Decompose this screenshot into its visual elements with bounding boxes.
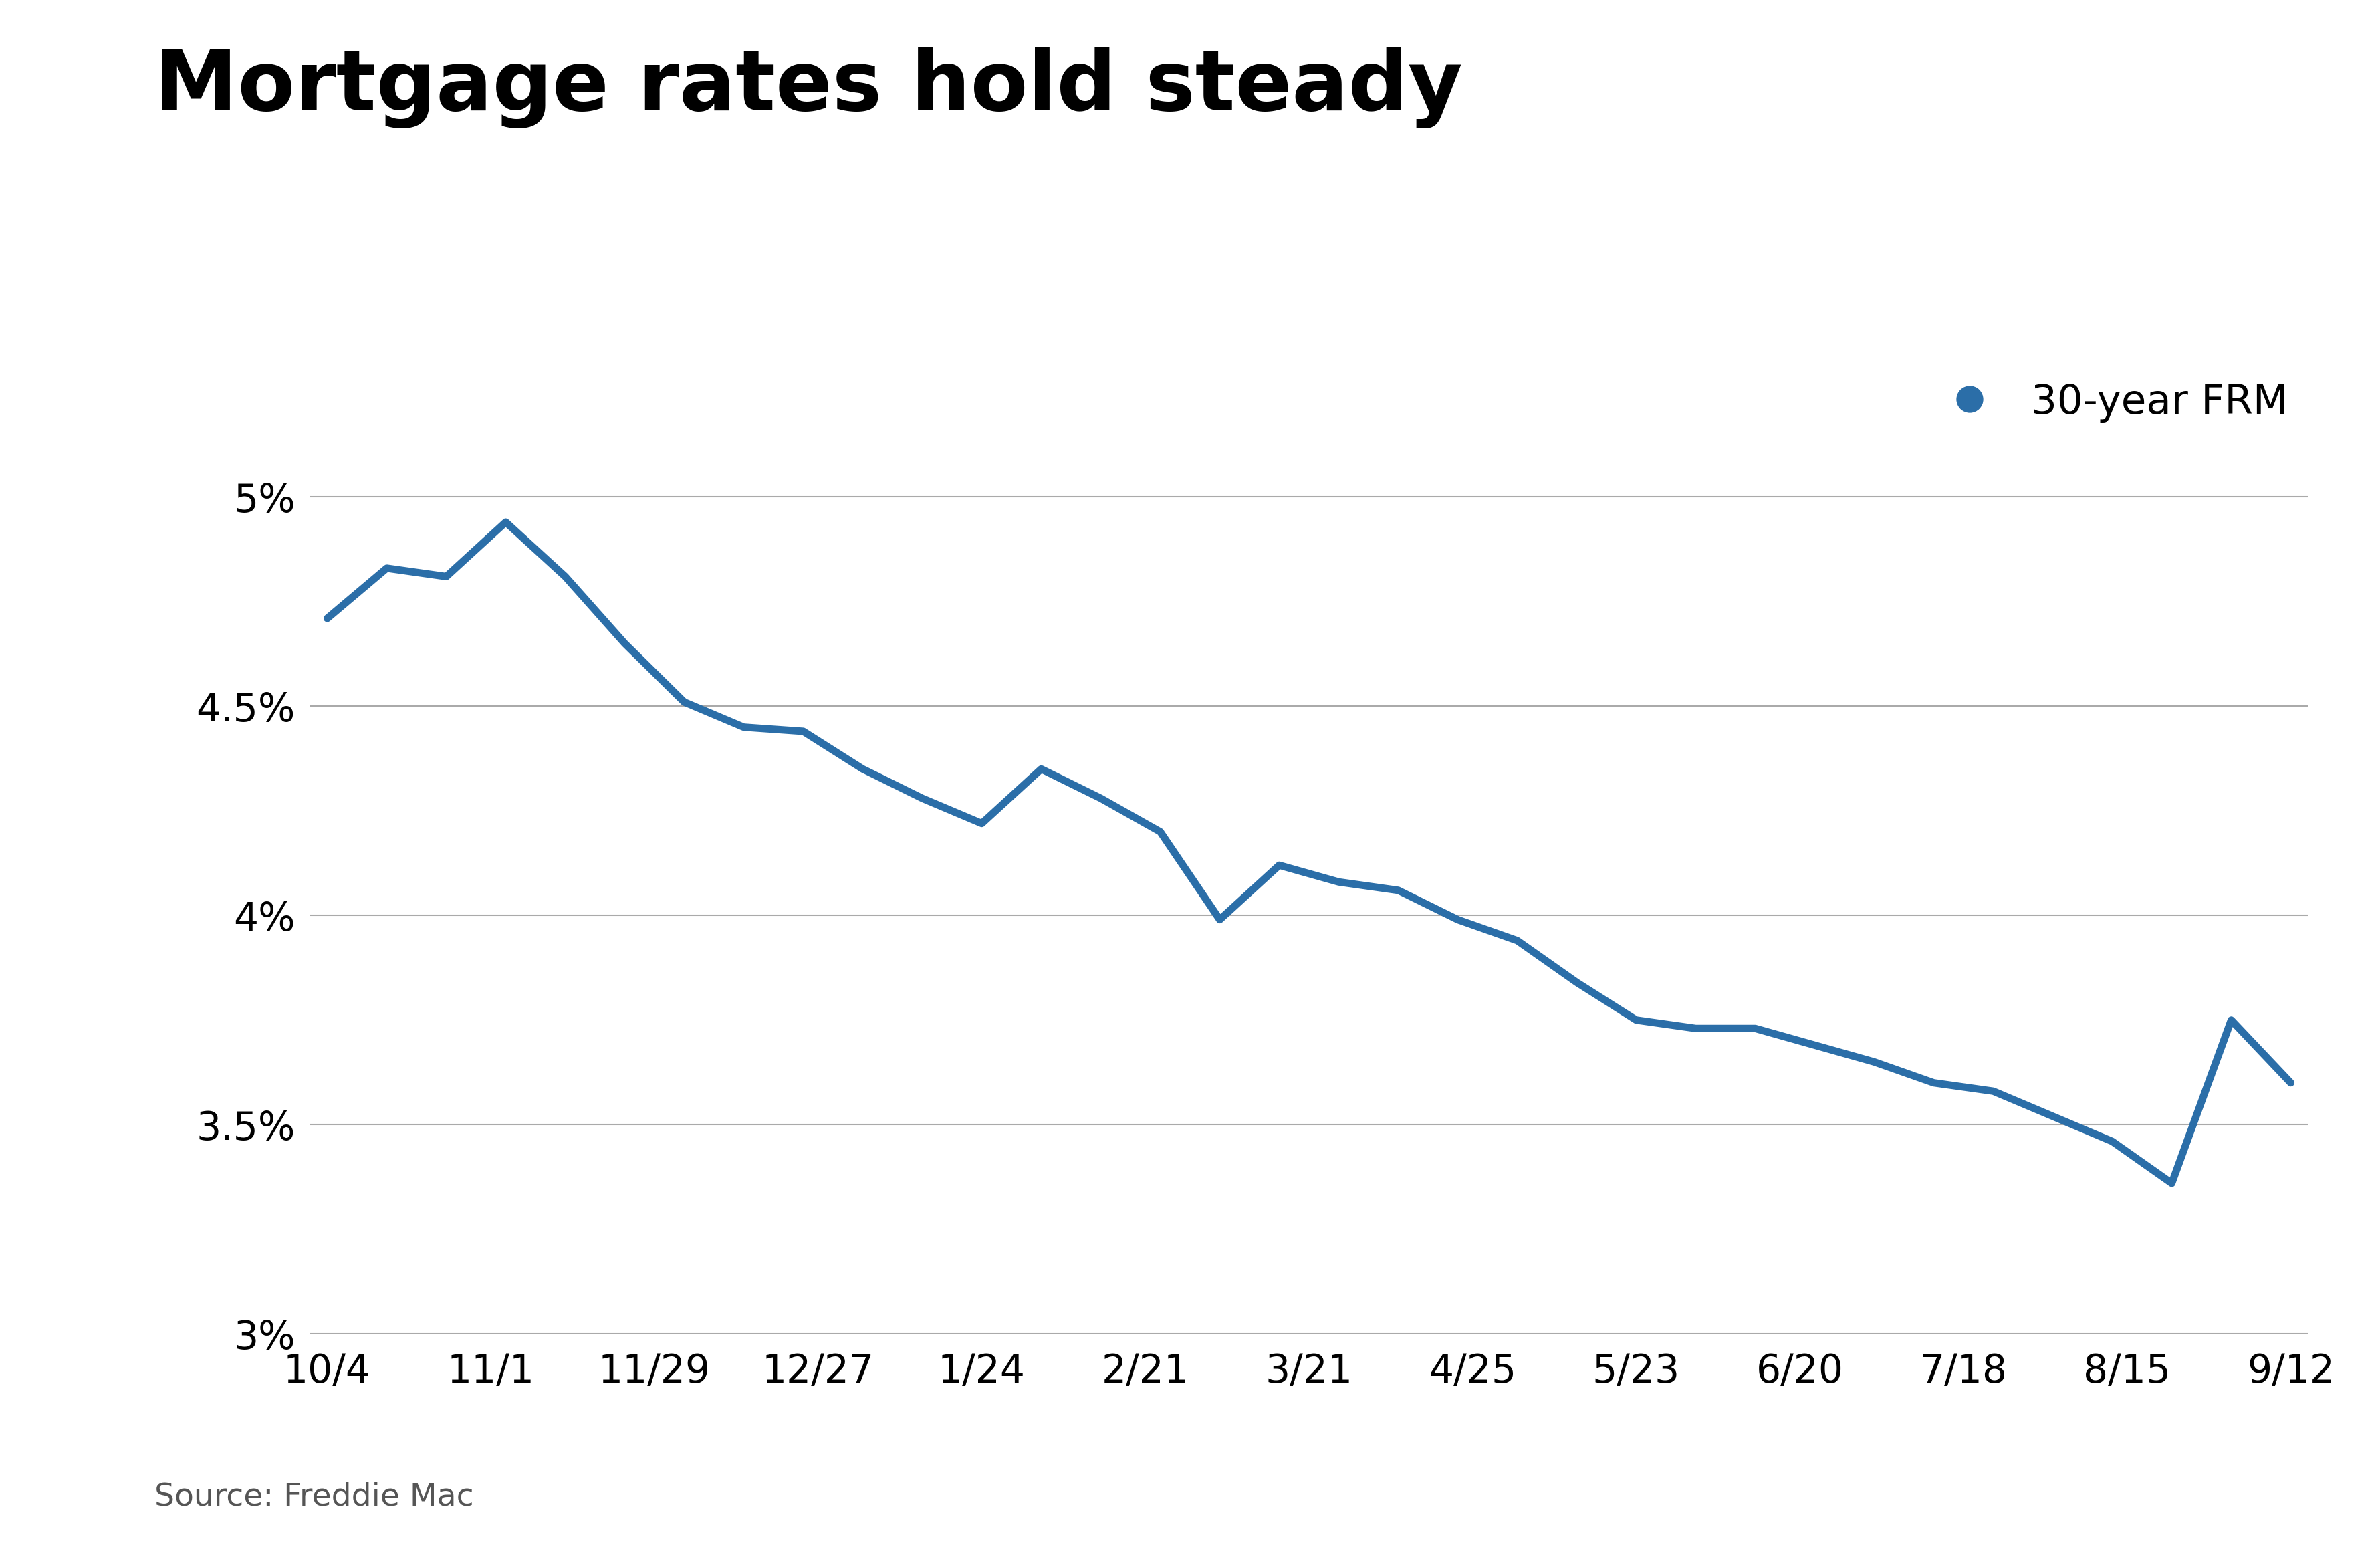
Legend: 30-year FRM: 30-year FRM: [1928, 383, 2287, 422]
Text: Mortgage rates hold steady: Mortgage rates hold steady: [155, 47, 1464, 129]
Text: Source: Freddie Mac: Source: Freddie Mac: [155, 1483, 474, 1512]
